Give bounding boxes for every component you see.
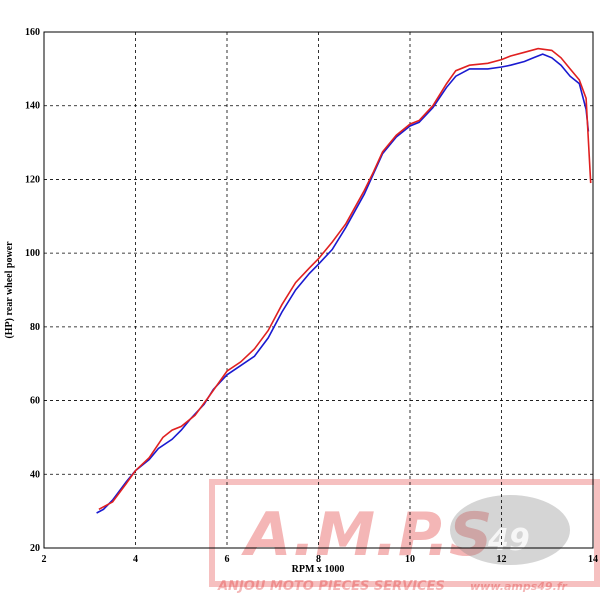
watermark-badge: 49: [487, 523, 530, 558]
y-tick-label: 100: [25, 248, 40, 259]
power-curve: [98, 47, 592, 511]
watermark-url: www.amps49.fr: [470, 580, 568, 593]
x-tick-label: 14: [588, 554, 598, 565]
watermark-company: ANJOU MOTO PIECES SERVICES: [217, 579, 445, 594]
watermark-logo: A.M.P.S: [241, 500, 492, 570]
y-tick-label: 120: [25, 174, 40, 185]
power-curve: [96, 53, 590, 514]
x-tick-label: 6: [225, 554, 230, 565]
y-axis-label: (HP) rear wheel power: [4, 241, 15, 339]
y-tick-label: 60: [30, 396, 40, 407]
y-tick-label: 80: [30, 322, 40, 333]
watermark: A.M.P.S 49 ANJOU MOTO PIECES SERVICES ww…: [209, 479, 600, 594]
x-tick-label: 4: [133, 554, 138, 565]
x-tick-label: 2: [42, 554, 47, 565]
x-tick-label: 10: [405, 554, 415, 565]
x-tick-label: 8: [316, 554, 321, 565]
y-tick-label: 20: [30, 543, 40, 554]
watermark-frame: [209, 479, 600, 587]
x-tick-label: 12: [497, 554, 507, 565]
x-axis-label: RPM x 1000: [292, 564, 345, 575]
y-tick-label: 140: [25, 101, 40, 112]
y-tick-label: 160: [25, 27, 40, 38]
y-tick-label: 40: [30, 469, 40, 480]
